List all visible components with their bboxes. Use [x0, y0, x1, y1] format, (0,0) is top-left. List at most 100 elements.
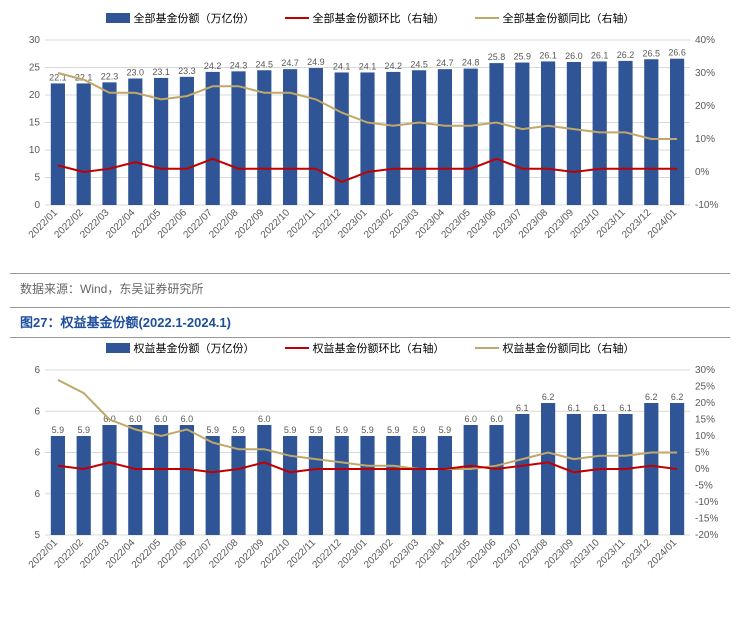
svg-text:-10%: -10% [695, 497, 718, 508]
svg-text:10: 10 [29, 145, 41, 156]
svg-text:24.2: 24.2 [385, 61, 403, 71]
svg-text:26.1: 26.1 [539, 50, 557, 60]
legend-item-bar: 全部基金份额（万亿份） [106, 10, 255, 26]
legend-swatch [106, 343, 130, 353]
svg-text:10%: 10% [695, 134, 715, 145]
legend-item-yoy: 权益基金份额同比（右轴） [475, 340, 635, 356]
legend-swatch [475, 347, 499, 349]
svg-text:30%: 30% [695, 365, 715, 376]
svg-text:22.3: 22.3 [101, 71, 119, 81]
svg-text:5.9: 5.9 [335, 425, 348, 435]
svg-text:6.0: 6.0 [490, 414, 503, 424]
legend-swatch [285, 17, 309, 19]
legend-label: 全部基金份额环比（右轴） [313, 10, 445, 26]
legend-label: 全部基金份额（万亿份） [134, 10, 255, 26]
svg-text:24.9: 24.9 [307, 57, 325, 67]
svg-text:6.2: 6.2 [645, 392, 658, 402]
svg-text:40%: 40% [695, 35, 715, 46]
svg-text:24.1: 24.1 [333, 61, 351, 71]
svg-text:20%: 20% [695, 398, 715, 409]
svg-text:24.5: 24.5 [256, 59, 274, 69]
svg-text:6: 6 [34, 448, 40, 459]
svg-text:24.7: 24.7 [281, 58, 299, 68]
svg-text:30: 30 [29, 35, 41, 46]
svg-text:0%: 0% [695, 167, 710, 178]
svg-text:5.9: 5.9 [284, 425, 297, 435]
svg-text:0%: 0% [695, 464, 710, 475]
svg-text:24.5: 24.5 [410, 59, 428, 69]
svg-text:5.9: 5.9 [52, 425, 65, 435]
legend-item-mom: 权益基金份额环比（右轴） [285, 340, 445, 356]
svg-text:6.0: 6.0 [155, 414, 168, 424]
figure-title: 图27：权益基金份额(2022.1-2024.1) [20, 312, 730, 331]
svg-text:24.8: 24.8 [462, 58, 480, 68]
divider [10, 307, 730, 308]
svg-text:5.9: 5.9 [361, 425, 374, 435]
chart2-container: 权益基金份额（万亿份） 权益基金份额环比（右轴） 权益基金份额同比（右轴） 5 6… [10, 340, 730, 595]
svg-text:25: 25 [29, 63, 41, 74]
divider [10, 337, 730, 338]
svg-text:-5%: -5% [695, 481, 713, 492]
svg-text:0: 0 [34, 200, 40, 211]
svg-text:5: 5 [34, 173, 40, 184]
svg-text:5.9: 5.9 [439, 425, 452, 435]
svg-text:23.1: 23.1 [152, 67, 170, 77]
svg-text:6: 6 [34, 365, 40, 376]
svg-text:26.5: 26.5 [643, 48, 661, 58]
svg-text:6.1: 6.1 [516, 403, 529, 413]
svg-text:6.1: 6.1 [593, 403, 606, 413]
svg-text:6.0: 6.0 [129, 414, 142, 424]
svg-text:6.1: 6.1 [568, 403, 581, 413]
svg-text:25.9: 25.9 [514, 52, 532, 62]
legend-item-bar: 权益基金份额（万亿份） [106, 340, 255, 356]
legend-label: 权益基金份额环比（右轴） [313, 340, 445, 356]
legend-item-mom: 全部基金份额环比（右轴） [285, 10, 445, 26]
svg-text:2024/01: 2024/01 [646, 537, 680, 571]
svg-text:24.7: 24.7 [436, 58, 454, 68]
chart2-svg: 5 6 6 6 6 -20% -15% -10% -5% 0% 5% 10% 15% 20% 25% 30% 5… [10, 360, 730, 590]
source-note: 数据来源：Wind，东吴证券研究所 [20, 280, 730, 297]
svg-text:20%: 20% [695, 101, 715, 112]
svg-text:25%: 25% [695, 382, 715, 393]
svg-text:24.1: 24.1 [359, 61, 377, 71]
legend-label: 权益基金份额同比（右轴） [503, 340, 635, 356]
svg-text:6.0: 6.0 [181, 414, 194, 424]
svg-text:24.3: 24.3 [230, 60, 248, 70]
svg-text:5.9: 5.9 [413, 425, 426, 435]
svg-text:6: 6 [34, 489, 40, 500]
svg-text:-10%: -10% [695, 200, 718, 211]
svg-text:20: 20 [29, 90, 41, 101]
svg-text:6.0: 6.0 [464, 414, 477, 424]
svg-text:5.9: 5.9 [310, 425, 323, 435]
svg-text:25.8: 25.8 [488, 52, 506, 62]
legend-item-yoy: 全部基金份额同比（右轴） [475, 10, 635, 26]
svg-text:24.2: 24.2 [204, 61, 222, 71]
legend-swatch [475, 17, 499, 19]
svg-text:26.6: 26.6 [668, 48, 686, 58]
svg-text:26.0: 26.0 [565, 51, 583, 61]
divider [10, 273, 730, 274]
svg-text:5%: 5% [695, 448, 710, 459]
legend-swatch [106, 13, 130, 23]
svg-text:6: 6 [34, 406, 40, 417]
svg-text:-15%: -15% [695, 514, 718, 525]
legend-label: 权益基金份额（万亿份） [134, 340, 255, 356]
chart1-legend: 全部基金份额（万亿份） 全部基金份额环比（右轴） 全部基金份额同比（右轴） [10, 10, 730, 26]
svg-text:5.9: 5.9 [206, 425, 219, 435]
svg-text:5.9: 5.9 [232, 425, 245, 435]
svg-text:30%: 30% [695, 68, 715, 79]
svg-text:15: 15 [29, 118, 41, 129]
chart2-legend: 权益基金份额（万亿份） 权益基金份额环比（右轴） 权益基金份额同比（右轴） [10, 340, 730, 356]
chart1-svg: 051015202530-10%0%10%20%30%40%22.122.122… [10, 30, 730, 260]
svg-text:10%: 10% [695, 431, 715, 442]
svg-text:5: 5 [34, 530, 40, 541]
svg-text:-20%: -20% [695, 530, 718, 541]
svg-text:2024/01: 2024/01 [646, 207, 680, 241]
svg-text:26.1: 26.1 [591, 50, 609, 60]
svg-text:6.2: 6.2 [542, 392, 555, 402]
svg-text:15%: 15% [695, 415, 715, 426]
svg-text:5.9: 5.9 [77, 425, 90, 435]
legend-swatch [285, 347, 309, 349]
svg-text:5.9: 5.9 [387, 425, 400, 435]
svg-text:6.1: 6.1 [619, 403, 632, 413]
